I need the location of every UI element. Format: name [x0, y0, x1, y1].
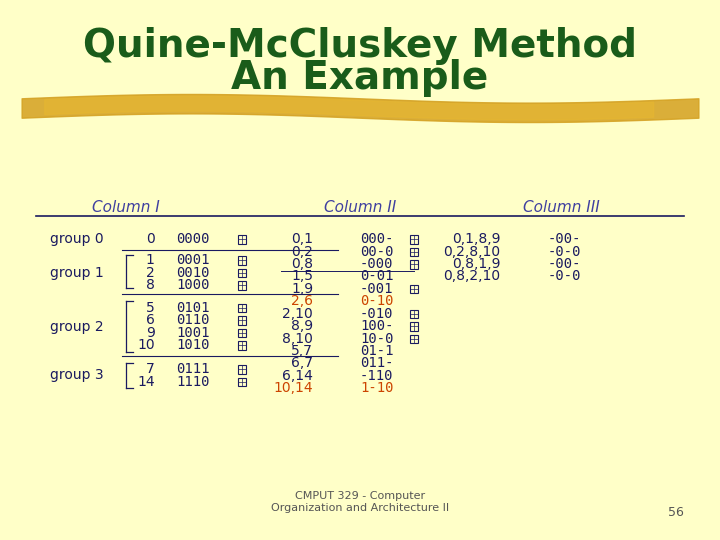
- Text: 01-1: 01-1: [360, 344, 394, 358]
- Text: 2,6: 2,6: [291, 294, 313, 308]
- Text: -00-: -00-: [547, 232, 581, 246]
- Text: 6,14: 6,14: [282, 369, 313, 383]
- Text: 8: 8: [146, 278, 155, 292]
- Text: 8,10: 8,10: [282, 332, 313, 346]
- Text: group 0: group 0: [50, 232, 104, 246]
- Text: 000-: 000-: [360, 232, 394, 246]
- Text: 0-01: 0-01: [360, 269, 394, 284]
- Text: An Example: An Example: [231, 59, 489, 97]
- Text: 0,1,8,9: 0,1,8,9: [452, 232, 500, 246]
- Text: 10: 10: [138, 338, 155, 352]
- Text: Column III: Column III: [523, 200, 600, 215]
- Text: 0: 0: [146, 232, 155, 246]
- Text: 6: 6: [146, 313, 155, 327]
- Text: 56: 56: [668, 507, 684, 519]
- Text: Column I: Column I: [92, 200, 160, 215]
- Text: Quine-McCluskey Method: Quine-McCluskey Method: [83, 27, 637, 65]
- Text: 2,10: 2,10: [282, 307, 313, 321]
- Text: 1: 1: [146, 253, 155, 267]
- Text: 1,5: 1,5: [291, 269, 313, 284]
- Text: 0,8,1,9: 0,8,1,9: [452, 257, 500, 271]
- Text: 100-: 100-: [360, 319, 394, 333]
- Text: 0,8: 0,8: [291, 257, 313, 271]
- Text: 1000: 1000: [176, 278, 210, 292]
- Text: 10-0: 10-0: [360, 332, 394, 346]
- Text: 14: 14: [138, 375, 155, 389]
- Text: 1110: 1110: [176, 375, 210, 389]
- Text: -00-: -00-: [547, 257, 581, 271]
- Text: 5: 5: [146, 301, 155, 315]
- Text: CMPUT 329 - Computer
Organization and Architecture II: CMPUT 329 - Computer Organization and Ar…: [271, 491, 449, 513]
- Text: -001: -001: [360, 282, 394, 296]
- Text: 0-10: 0-10: [360, 294, 394, 308]
- Text: -110: -110: [360, 369, 394, 383]
- Text: group 1: group 1: [50, 266, 104, 280]
- Text: -000: -000: [360, 257, 394, 271]
- Text: 0111: 0111: [176, 362, 210, 376]
- Text: 0101: 0101: [176, 301, 210, 315]
- Text: 1001: 1001: [176, 326, 210, 340]
- Text: 0001: 0001: [176, 253, 210, 267]
- Text: 0000: 0000: [176, 232, 210, 246]
- Text: -0-0: -0-0: [547, 269, 581, 284]
- Text: 10,14: 10,14: [274, 381, 313, 395]
- Text: -0-0: -0-0: [547, 245, 581, 259]
- Text: -010: -010: [360, 307, 394, 321]
- Text: 2: 2: [146, 266, 155, 280]
- Text: 6,7: 6,7: [291, 356, 313, 370]
- Text: 9: 9: [146, 326, 155, 340]
- Text: 1010: 1010: [176, 338, 210, 352]
- Text: 8,9: 8,9: [291, 319, 313, 333]
- Text: 0,8,2,10: 0,8,2,10: [444, 269, 500, 284]
- Text: 0010: 0010: [176, 266, 210, 280]
- Text: group 3: group 3: [50, 368, 104, 382]
- Text: 1-10: 1-10: [360, 381, 394, 395]
- Text: 5,7: 5,7: [292, 344, 313, 358]
- Text: 011-: 011-: [360, 356, 394, 370]
- Text: group 2: group 2: [50, 320, 104, 334]
- Text: 00-0: 00-0: [360, 245, 394, 259]
- Text: 0,2: 0,2: [292, 245, 313, 259]
- Text: 0110: 0110: [176, 313, 210, 327]
- Text: Column II: Column II: [324, 200, 396, 215]
- Text: 0,2,8,10: 0,2,8,10: [444, 245, 500, 259]
- Text: 0,1: 0,1: [291, 232, 313, 246]
- Text: 1,9: 1,9: [291, 282, 313, 296]
- Text: 7: 7: [146, 362, 155, 376]
